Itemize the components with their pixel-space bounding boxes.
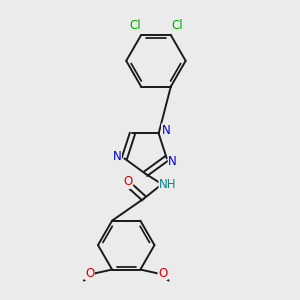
Text: Cl: Cl xyxy=(129,19,141,32)
Text: N: N xyxy=(112,150,121,164)
Text: Cl: Cl xyxy=(171,19,183,32)
Text: N: N xyxy=(168,155,177,168)
Text: N: N xyxy=(162,124,170,137)
Text: O: O xyxy=(158,267,167,280)
Text: NH: NH xyxy=(159,178,177,191)
Text: O: O xyxy=(85,267,94,280)
Text: O: O xyxy=(123,175,133,188)
